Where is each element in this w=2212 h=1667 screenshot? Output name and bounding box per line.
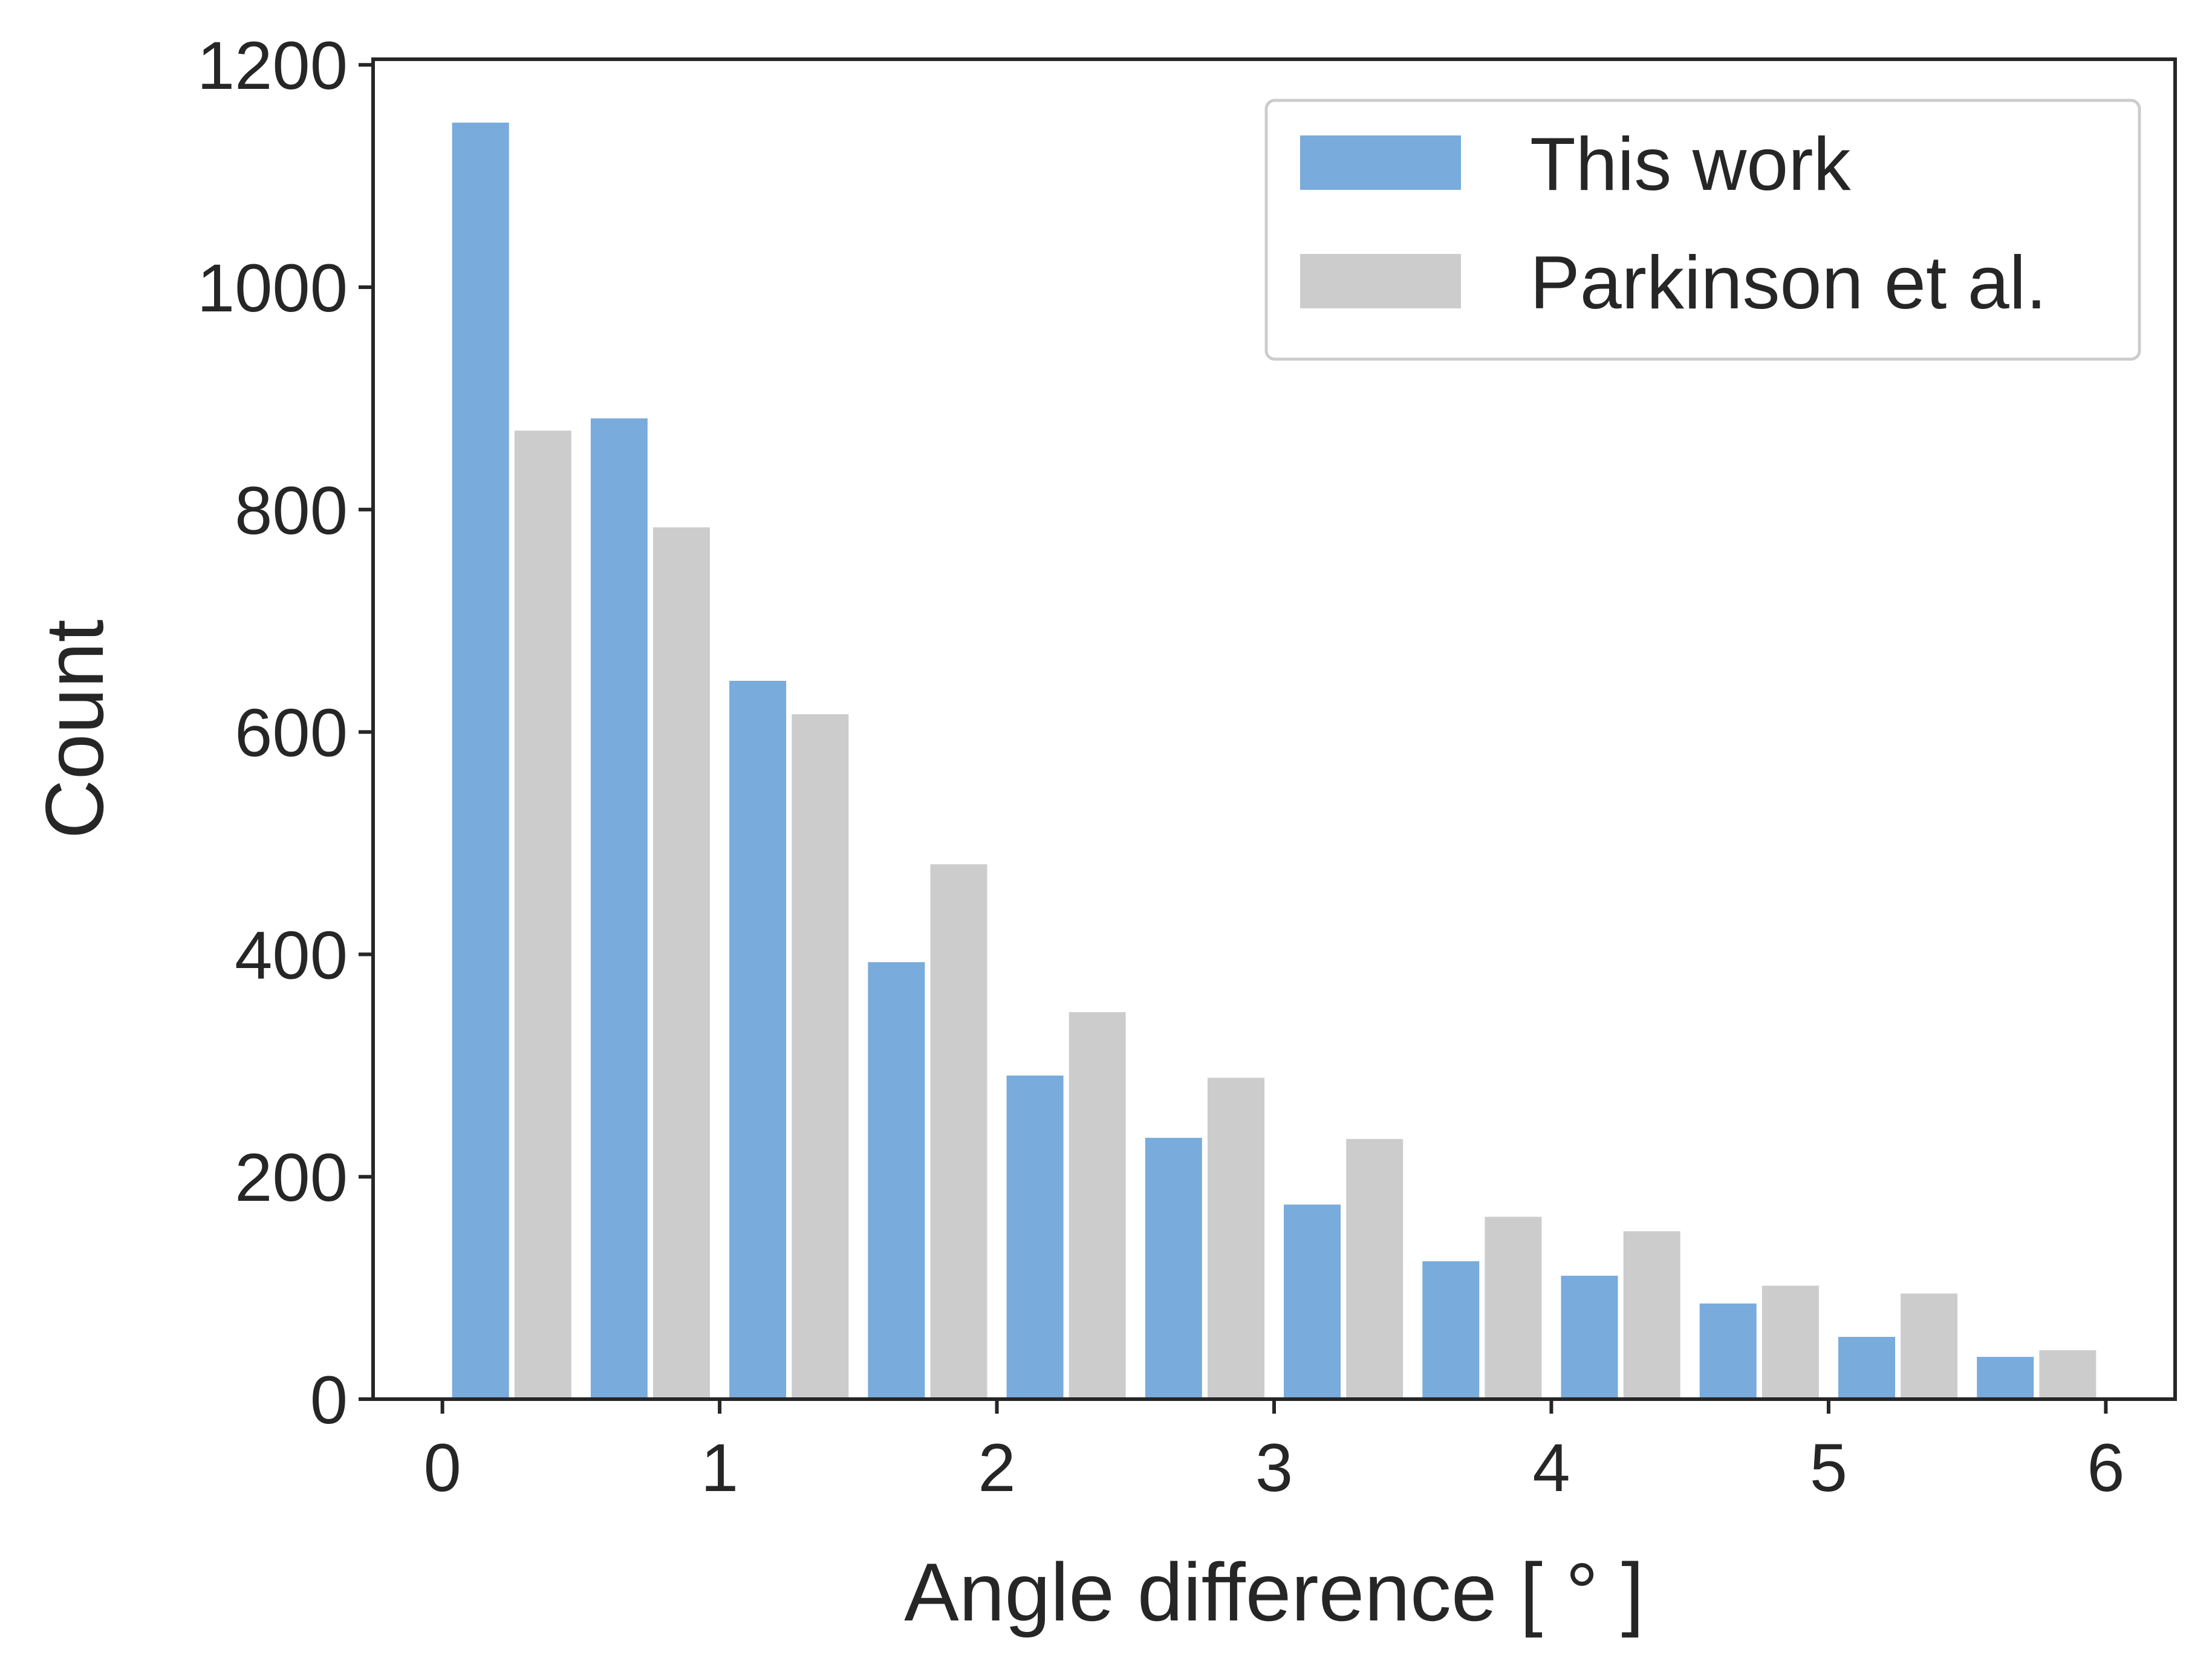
bar-this-work-bin-8 bbox=[1561, 1275, 1618, 1399]
bar-this-work-bin-5 bbox=[1145, 1137, 1202, 1399]
bar-this-work-bin-11 bbox=[1977, 1357, 2034, 1399]
bar-parkinson-bin-7 bbox=[1485, 1217, 1542, 1399]
y-axis-ticks: 0 200 400 600 800 1000 1200 bbox=[197, 28, 373, 1438]
legend-swatch-parkinson bbox=[1300, 254, 1461, 308]
bar-parkinson-bin-1 bbox=[653, 527, 710, 1400]
bar-this-work-bin-2 bbox=[729, 681, 787, 1399]
x-tick-label: 3 bbox=[1255, 1430, 1293, 1506]
bar-this-work-bin-3 bbox=[868, 962, 925, 1399]
bar-this-work-bin-1 bbox=[590, 418, 648, 1399]
x-tick-label: 4 bbox=[1532, 1430, 1570, 1506]
legend: This work Parkinson et al. bbox=[1264, 99, 2141, 361]
y-tick-label: 800 bbox=[235, 473, 348, 548]
bar-this-work-bin-9 bbox=[1699, 1303, 1757, 1399]
y-tick-label: 1000 bbox=[197, 250, 348, 326]
y-tick-label: 0 bbox=[310, 1362, 348, 1438]
bar-parkinson-bin-6 bbox=[1346, 1139, 1404, 1399]
bar-parkinson-bin-4 bbox=[1069, 1012, 1126, 1399]
y-tick-label: 600 bbox=[235, 695, 348, 771]
y-axis-label: Count bbox=[28, 620, 120, 839]
bar-this-work-bin-10 bbox=[1838, 1337, 1895, 1399]
x-axis-ticks: 0 1 2 3 4 5 6 bbox=[423, 1399, 2125, 1506]
legend-label-this-work: This work bbox=[1530, 123, 1852, 206]
bar-parkinson-bin-2 bbox=[792, 714, 849, 1399]
y-tick-label: 200 bbox=[235, 1140, 348, 1215]
bars-group bbox=[452, 122, 2097, 1400]
legend-swatch-this-work bbox=[1300, 135, 1461, 190]
bar-parkinson-bin-8 bbox=[1623, 1231, 1680, 1399]
x-tick-label: 5 bbox=[1810, 1430, 1847, 1506]
bar-parkinson-bin-9 bbox=[1761, 1285, 1819, 1399]
bar-parkinson-bin-11 bbox=[2039, 1350, 2097, 1399]
x-tick-label: 1 bbox=[701, 1430, 738, 1506]
bar-this-work-bin-0 bbox=[452, 122, 509, 1399]
y-tick-label: 400 bbox=[235, 917, 348, 993]
bar-parkinson-bin-5 bbox=[1208, 1077, 1264, 1399]
x-tick-label: 6 bbox=[2087, 1430, 2124, 1506]
bar-this-work-bin-7 bbox=[1422, 1261, 1480, 1399]
x-tick-label: 2 bbox=[978, 1430, 1015, 1506]
legend-frame bbox=[1264, 99, 2141, 361]
y-tick-label: 1200 bbox=[197, 28, 348, 103]
bar-this-work-bin-4 bbox=[1006, 1075, 1064, 1399]
x-tick-label: 0 bbox=[423, 1430, 461, 1506]
x-axis-label: Angle difference [ ° ] bbox=[904, 1546, 1644, 1638]
bar-parkinson-bin-10 bbox=[1901, 1293, 1958, 1399]
legend-label-parkinson: Parkinson et al. bbox=[1530, 241, 2047, 325]
bar-parkinson-bin-3 bbox=[930, 864, 987, 1399]
bar-this-work-bin-6 bbox=[1284, 1204, 1341, 1399]
bar-parkinson-bin-0 bbox=[514, 431, 571, 1400]
